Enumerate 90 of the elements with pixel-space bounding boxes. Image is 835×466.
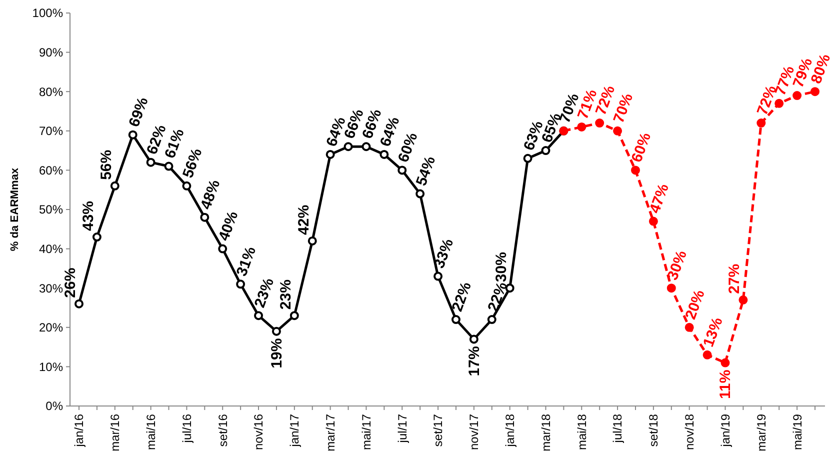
x-tick-label: nov/17 — [467, 414, 482, 450]
point — [451, 315, 460, 324]
point — [541, 146, 550, 156]
y-tick-label: 100% — [32, 6, 64, 20]
y-tick-label: 90% — [38, 46, 64, 60]
data-label: 30% — [492, 252, 510, 282]
point — [577, 122, 586, 132]
point — [523, 154, 532, 163]
point — [272, 326, 281, 336]
y-tick-label: 50% — [38, 202, 64, 217]
x-tick-label: mai/18 — [574, 414, 589, 450]
point — [254, 311, 264, 320]
point — [720, 358, 730, 368]
point — [326, 150, 335, 159]
point — [416, 189, 425, 198]
data-label: 47% — [646, 182, 672, 216]
data-label: 27% — [726, 264, 744, 294]
y-tick-label: 70% — [38, 124, 64, 138]
point — [308, 236, 317, 246]
data-label: 48% — [197, 178, 224, 212]
point — [630, 166, 640, 175]
point — [380, 150, 389, 159]
x-tick-label: mar/16 — [108, 414, 122, 452]
y-tick-label: 60% — [38, 163, 64, 178]
y-tick-label: 0% — [46, 399, 64, 414]
x-tick-label: jan/16 — [72, 414, 86, 448]
y-tick-label: 30% — [38, 281, 64, 296]
point — [218, 244, 228, 254]
x-tick-label: set/16 — [216, 414, 230, 447]
data-label: 17% — [466, 346, 483, 376]
x-tick-label: jul/16 — [180, 414, 194, 444]
data-label: 56% — [98, 150, 115, 180]
x-tick-label: set/18 — [646, 414, 661, 447]
point — [810, 87, 820, 96]
data-label: 56% — [179, 146, 206, 180]
x-tick-label: mai/17 — [359, 414, 374, 450]
data-label: 19% — [268, 338, 286, 368]
point — [92, 232, 102, 242]
data-label: 69% — [126, 95, 152, 130]
x-tick-label: jul/17 — [395, 414, 410, 444]
y-axis-title: % da EARMmax — [9, 167, 21, 252]
point — [666, 284, 676, 293]
x-tick-label: jan/18 — [503, 414, 518, 448]
point — [756, 118, 766, 128]
data-label: 26% — [62, 268, 79, 298]
point — [236, 280, 246, 289]
y-tick-label: 80% — [38, 84, 64, 99]
point — [290, 311, 299, 320]
x-tick-label: mar/18 — [538, 414, 553, 452]
point — [648, 216, 658, 226]
x-tick-label: nov/18 — [682, 414, 697, 450]
point — [434, 272, 443, 281]
data-label: 40% — [215, 209, 242, 244]
x-tick-label: mar/19 — [754, 414, 768, 452]
x-tick-label: mar/17 — [324, 414, 338, 452]
point — [469, 334, 478, 344]
data-label: 23% — [277, 280, 294, 310]
x-tick-label: mai/19 — [790, 414, 804, 450]
point — [200, 212, 210, 222]
y-tick-label: 40% — [38, 242, 64, 256]
point — [702, 350, 712, 360]
x-tick-label: jan/19 — [718, 414, 732, 448]
x-tick-label: set/17 — [431, 414, 446, 447]
point — [146, 158, 156, 167]
data-label: 30% — [664, 248, 690, 282]
point — [164, 162, 174, 171]
x-tick-label: nov/16 — [252, 414, 266, 450]
point — [110, 181, 120, 190]
y-tick-label: 10% — [38, 360, 64, 374]
point — [684, 322, 694, 332]
point — [128, 130, 138, 140]
point — [487, 315, 496, 324]
point — [613, 126, 622, 136]
point — [595, 118, 604, 128]
point — [362, 142, 371, 152]
point — [344, 142, 353, 152]
point — [398, 166, 407, 175]
data-label: 42% — [295, 204, 312, 235]
x-tick-label: jan/17 — [288, 414, 302, 448]
point — [792, 91, 802, 100]
data-label: 22% — [448, 280, 476, 314]
data-label: 43% — [80, 200, 97, 232]
data-label: 60% — [628, 130, 655, 165]
data-label: 11% — [717, 370, 734, 399]
point — [182, 181, 192, 190]
x-tick-label: jul/18 — [610, 414, 625, 444]
y-tick-label: 20% — [38, 320, 64, 335]
x-tick-label: mai/16 — [144, 414, 158, 450]
point — [738, 295, 748, 304]
point — [74, 299, 84, 308]
